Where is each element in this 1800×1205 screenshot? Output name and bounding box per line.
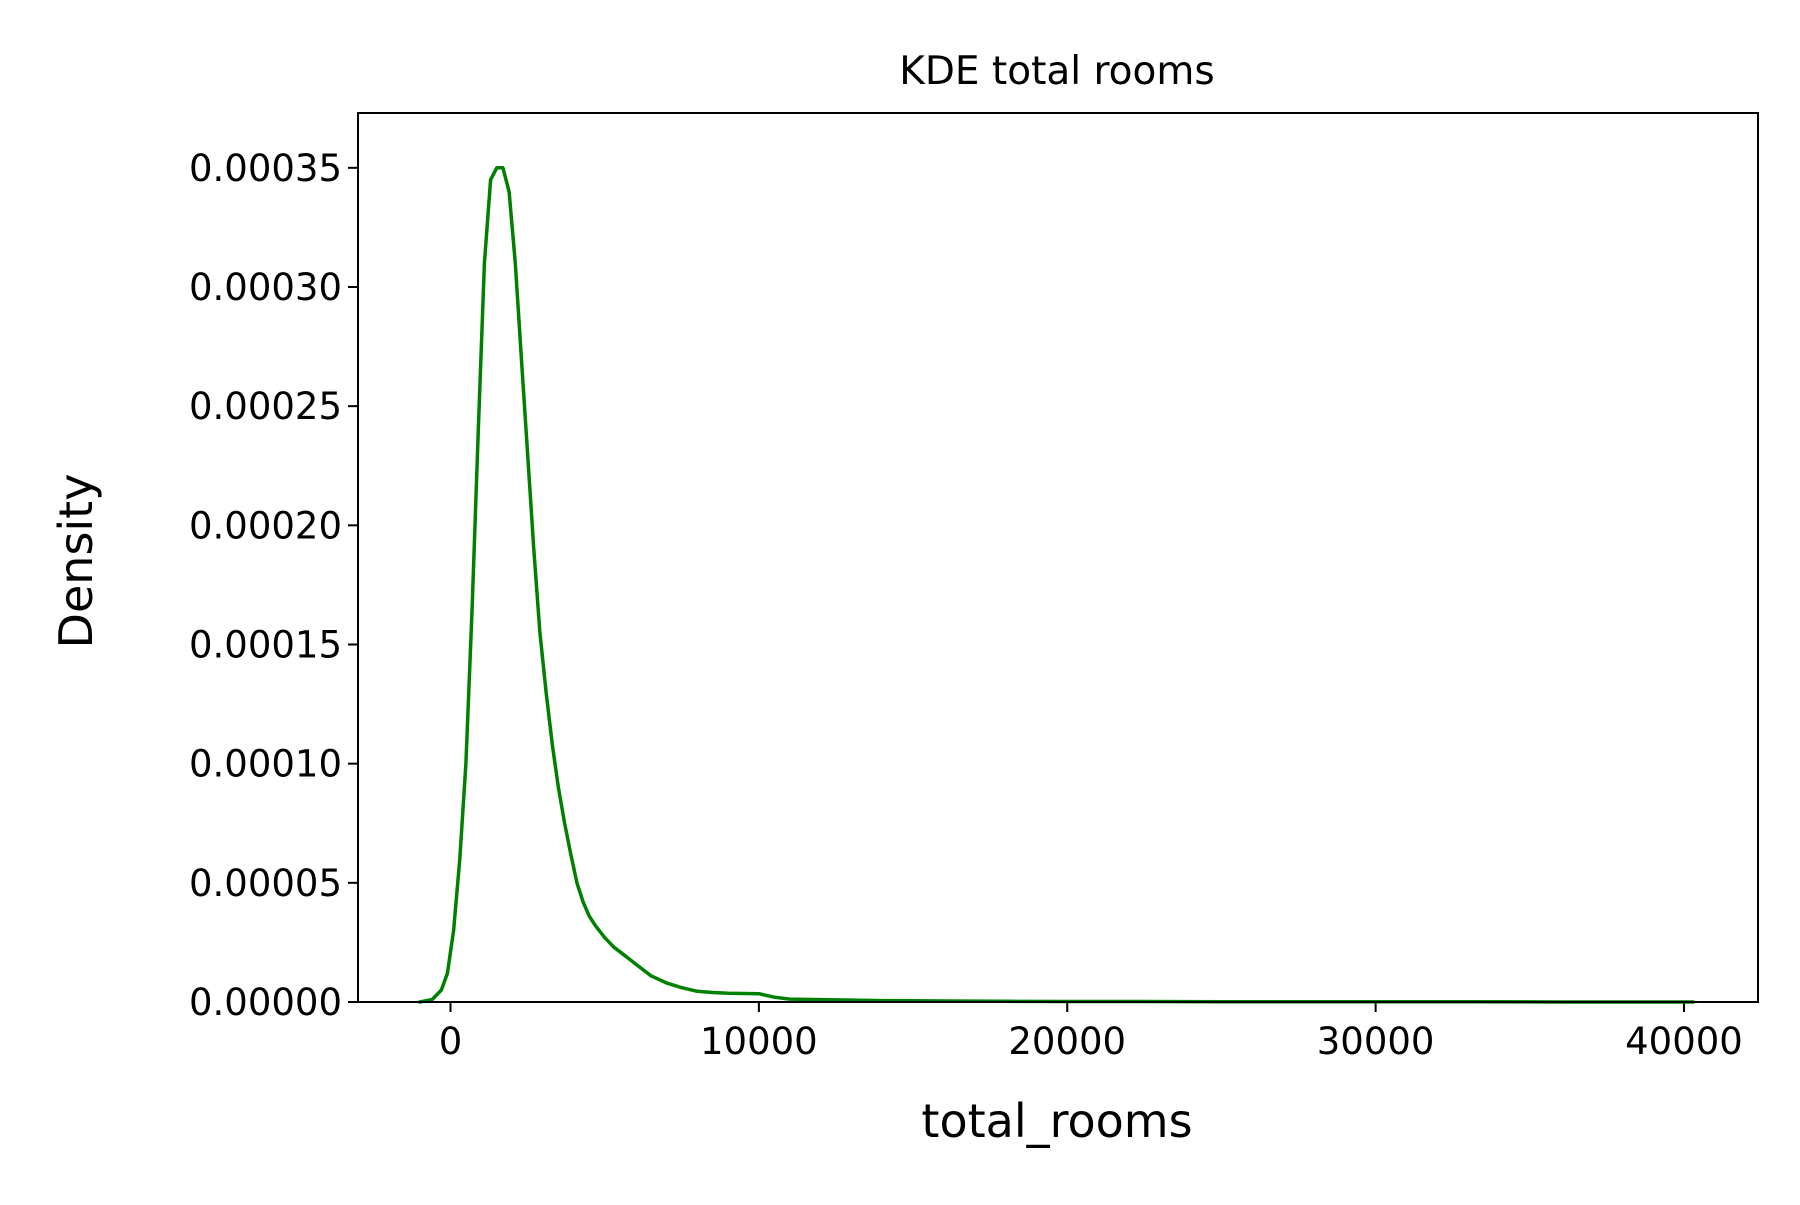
x-tick-label: 40000 bbox=[1625, 1020, 1743, 1063]
y-tick-label: 0.00035 bbox=[189, 147, 342, 190]
x-tick-label: 30000 bbox=[1317, 1020, 1435, 1063]
y-tick-label: 0.00025 bbox=[189, 385, 342, 428]
x-tick-label: 10000 bbox=[700, 1020, 818, 1063]
y-tick-label: 0.00020 bbox=[189, 504, 342, 547]
y-tick-label: 0.00010 bbox=[189, 743, 342, 786]
y-tick-label: 0.00030 bbox=[189, 266, 342, 309]
y-axis-title: Density bbox=[49, 474, 103, 649]
x-tick-label: 20000 bbox=[1008, 1020, 1126, 1063]
y-tick-label: 0.00000 bbox=[189, 981, 342, 1024]
ticks-layer: 0 10000 20000 30000 40000 0.00000 0.00005 0.000… bbox=[189, 147, 1743, 1063]
y-tick-label: 0.00015 bbox=[189, 623, 342, 666]
x-tick-label: 0 bbox=[439, 1020, 463, 1063]
y-tick-label: 0.00005 bbox=[189, 862, 342, 905]
x-axis-title: total_rooms bbox=[921, 1094, 1192, 1148]
chart-title: KDE total rooms bbox=[899, 49, 1214, 94]
plot-frame bbox=[357, 112, 1759, 1003]
